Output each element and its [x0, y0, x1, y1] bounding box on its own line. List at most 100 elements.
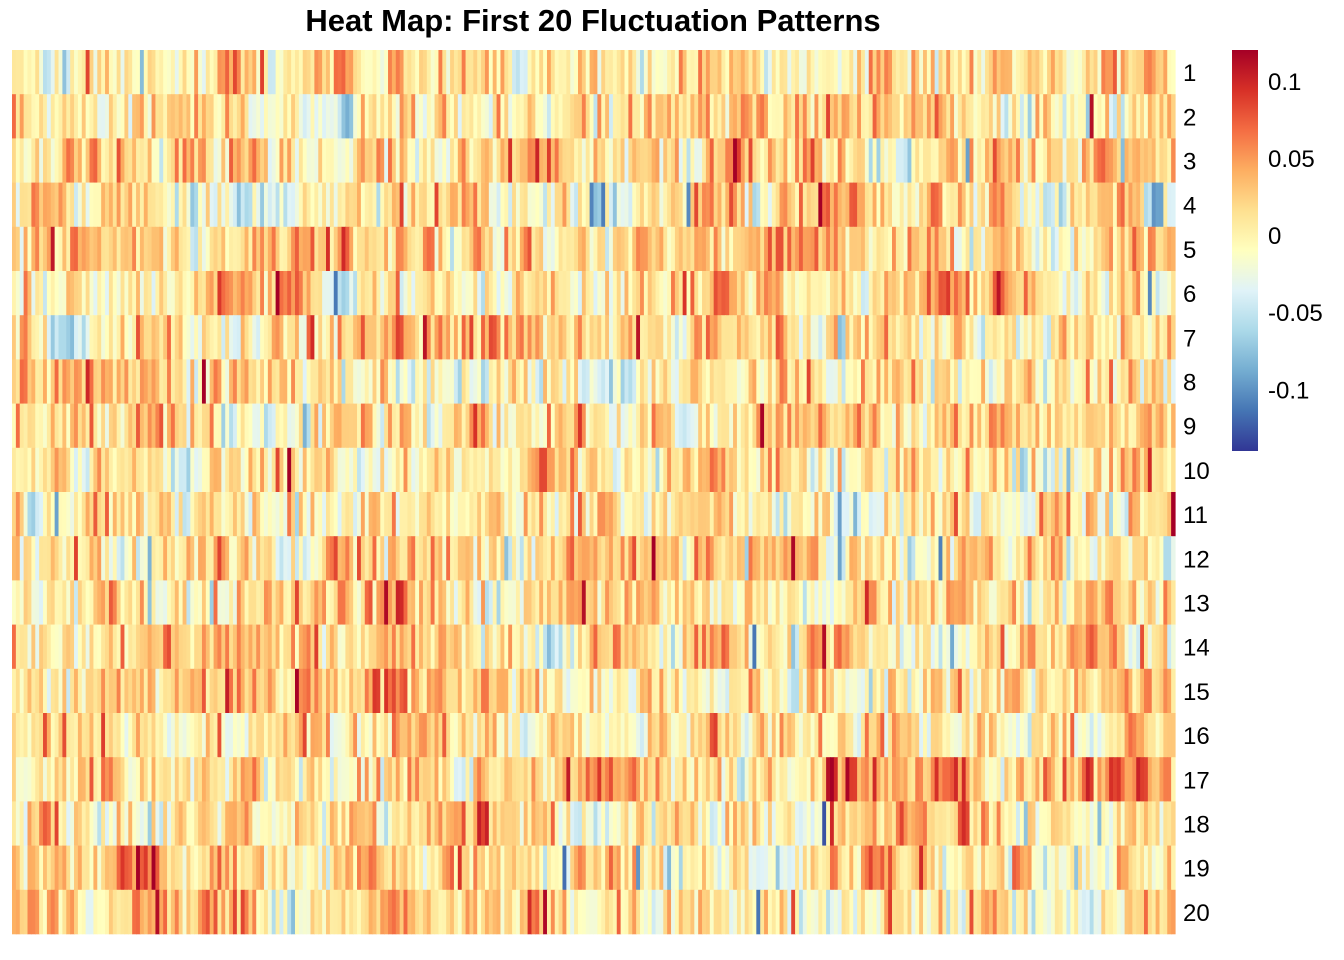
heatmap-cell: [601, 536, 606, 581]
heatmap-cell: [167, 359, 172, 404]
heatmap-cell: [167, 50, 172, 95]
heatmap-cell: [302, 50, 308, 95]
heatmap-cell: [806, 403, 812, 449]
heatmap-cell: [1171, 580, 1176, 625]
heatmap-cell: [663, 668, 668, 714]
heatmap-cell: [558, 668, 564, 714]
heatmap-cell: [632, 50, 637, 95]
heatmap-cell: [457, 50, 463, 95]
heatmap-cell: [1143, 94, 1149, 139]
heatmap-cell: [531, 492, 536, 537]
heatmap-cell: [562, 182, 567, 228]
heatmap-cell: [267, 138, 273, 183]
heatmap-cell: [868, 580, 874, 625]
heatmap-cell: [837, 624, 843, 670]
heatmap-cell: [961, 403, 967, 449]
heatmap-cell: [566, 94, 571, 139]
heatmap-cell: [411, 226, 416, 272]
heatmap-cell: [671, 403, 676, 449]
heatmap-cell: [934, 668, 940, 714]
heatmap-cell: [992, 359, 998, 404]
heatmap-cell: [190, 536, 195, 581]
heatmap-cell: [698, 94, 703, 139]
heatmap-cell: [287, 315, 292, 360]
heatmap-cell: [535, 536, 540, 581]
heatmap-cell: [461, 50, 467, 95]
heatmap-cell: [686, 757, 692, 802]
heatmap-cell: [229, 403, 234, 449]
heatmap-cell: [252, 492, 257, 537]
heatmap-cell: [609, 138, 614, 183]
heatmap-cell: [182, 713, 188, 758]
heatmap-cell: [15, 580, 21, 625]
heatmap-cell: [488, 271, 494, 316]
heatmap-cell: [465, 182, 471, 228]
heatmap-cell: [1050, 580, 1056, 625]
heatmap-cell: [43, 315, 48, 360]
heatmap-cell: [895, 94, 901, 139]
heatmap-cell: [318, 668, 323, 714]
heatmap-cell: [756, 668, 761, 714]
heatmap-cell: [77, 668, 83, 714]
heatmap-cell: [783, 226, 788, 272]
heatmap-cell: [857, 668, 862, 714]
heatmap-cell: [1062, 713, 1068, 758]
heatmap-cell: [260, 403, 265, 449]
heatmap-cell: [155, 624, 160, 670]
heatmap-cell: [477, 492, 482, 537]
heatmap-cell: [1027, 182, 1033, 228]
heatmap-cell: [965, 359, 971, 404]
heatmap-cell: [546, 359, 552, 404]
heatmap-cell: [155, 138, 160, 183]
heatmap-cell: [391, 447, 397, 493]
heatmap-cell: [23, 713, 29, 758]
heatmap-cell: [116, 757, 122, 802]
heatmap-cell: [15, 447, 21, 493]
heatmap-cell: [77, 492, 83, 537]
heatmap-cell: [574, 492, 579, 537]
heatmap-cell: [957, 315, 963, 360]
heatmap-cell: [1136, 447, 1141, 493]
heatmap-cell: [946, 403, 951, 449]
heatmap-cell: [492, 50, 498, 95]
heatmap-cell: [1155, 624, 1161, 670]
heatmap-cell: [23, 182, 29, 228]
heatmap-cell: [721, 536, 726, 581]
heatmap-cell: [570, 226, 575, 272]
heatmap-cell: [605, 580, 610, 625]
heatmap-cell: [182, 403, 188, 449]
heatmap-cell: [155, 226, 160, 272]
heatmap-cell: [969, 182, 975, 228]
heatmap-cell: [752, 713, 757, 758]
heatmap-cell: [256, 580, 261, 625]
heatmap-cell: [108, 580, 114, 625]
heatmap-cell: [1039, 359, 1044, 404]
heatmap-cell: [426, 182, 432, 228]
heatmap-cell: [527, 447, 533, 493]
heatmap-cell: [155, 492, 160, 537]
heatmap-cell: [116, 50, 122, 95]
heatmap-cell: [674, 447, 680, 493]
heatmap-cell: [942, 447, 947, 493]
heatmap-cell: [492, 403, 498, 449]
heatmap-cell: [860, 226, 866, 272]
heatmap-cell: [333, 359, 339, 404]
heatmap-cell: [539, 226, 544, 272]
heatmap-cell: [481, 226, 486, 272]
heatmap-cell: [744, 359, 750, 404]
heatmap-cell: [147, 580, 153, 625]
heatmap-cell: [926, 536, 932, 581]
heatmap-cell: [783, 447, 788, 493]
heatmap-cell: [512, 624, 517, 670]
heatmap-cell: [170, 182, 176, 228]
heatmap-cell: [477, 182, 482, 228]
heatmap-cell: [957, 403, 963, 449]
heatmap-cell: [1128, 359, 1133, 404]
heatmap-cell: [136, 624, 141, 670]
heatmap-cell: [1081, 668, 1087, 714]
heatmap-cell: [911, 624, 916, 670]
heatmap-cell: [341, 271, 346, 316]
heatmap-cell: [411, 757, 416, 802]
heatmap-cell: [1023, 315, 1029, 360]
heatmap-cell: [574, 138, 579, 183]
